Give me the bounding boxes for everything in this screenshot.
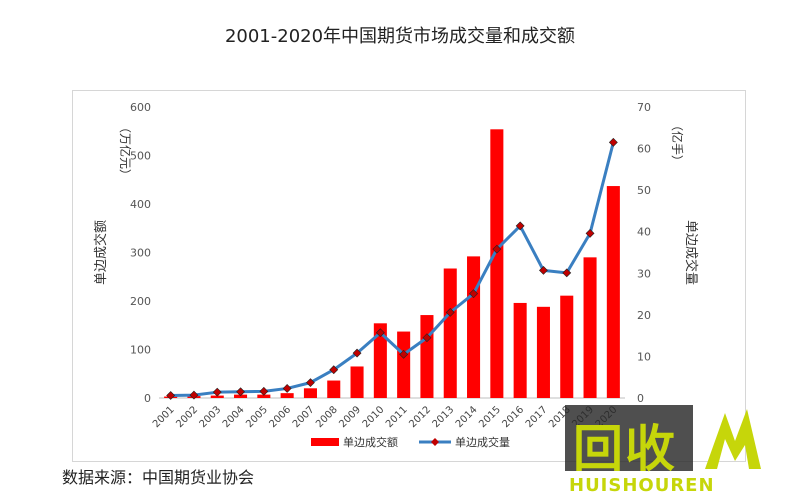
bar-2005 <box>257 394 271 398</box>
y-right-tick-label: 50 <box>637 184 651 197</box>
y-left-tick-label: 100 <box>130 344 151 357</box>
x-tick-label: 2006 <box>267 404 293 430</box>
y-right-tick-label: 40 <box>637 226 651 239</box>
volume-point-2009 <box>352 348 362 358</box>
legend-line-label: 单边成交量 <box>455 435 510 449</box>
y-left-axis-title: 单边成交额 <box>93 220 109 285</box>
legend-line-marker <box>431 438 439 446</box>
y-right-tick-label: 30 <box>637 267 651 280</box>
x-tick-label: 2013 <box>431 404 457 430</box>
volume-point-2003 <box>212 387 222 397</box>
x-tick-label: 2002 <box>174 404 200 430</box>
bar-2007 <box>303 388 317 398</box>
x-tick-label: 2016 <box>500 404 526 430</box>
volume-point-2020 <box>608 137 618 147</box>
x-tick-label: 2010 <box>361 404 387 430</box>
y-right-tick-label: 70 <box>637 101 651 114</box>
y-left-tick-label: 200 <box>130 295 151 308</box>
volume-point-2011 <box>399 349 409 359</box>
bar-2020 <box>606 186 620 398</box>
x-tick-label: 2017 <box>524 404 550 430</box>
watermark-logo: 回收 HUISHOUREN <box>565 405 765 497</box>
x-tick-label: 2009 <box>337 404 363 430</box>
x-tick-label: 2005 <box>244 404 270 430</box>
y-right-tick-label: 20 <box>637 309 651 322</box>
chart-title: 2001-2020年中国期货市场成交量和成交额 <box>224 26 576 47</box>
y-left-axis-label: 单边成交额 <box>93 220 109 285</box>
volume-point-2004 <box>236 387 245 397</box>
bar-2011 <box>397 331 411 398</box>
volume-point-2012 <box>422 333 432 343</box>
x-tick-label: 2015 <box>477 404 503 430</box>
y-left-tick-label: 500 <box>130 150 151 163</box>
x-tick-label: 2007 <box>291 404 317 430</box>
volume-point-2016 <box>515 221 525 231</box>
y-right-tick-label: 0 <box>637 392 644 405</box>
bar-2008 <box>327 380 341 398</box>
volume-point-2017 <box>539 265 548 275</box>
y-left-tick-label: 300 <box>130 247 151 260</box>
volume-point-2014 <box>469 289 478 299</box>
legend-bar-label: 单边成交额 <box>343 435 398 449</box>
volume-point-2015 <box>492 244 502 254</box>
y-right-tick-label: 60 <box>637 143 651 156</box>
bar-2004 <box>234 394 248 398</box>
bar-2013 <box>443 268 457 398</box>
bar-2017 <box>536 306 550 398</box>
volume-point-2005 <box>259 386 269 396</box>
bar-2014 <box>467 256 481 398</box>
y-left-tick-label: 0 <box>144 392 151 405</box>
bar-2006 <box>280 393 294 398</box>
source-note: 数据来源：中国期货业协会 <box>62 468 255 487</box>
y-right-axis-unit: （亿手） <box>670 119 685 167</box>
y-right-tick-label: 10 <box>637 350 651 363</box>
volume-point-2002 <box>189 390 199 400</box>
y-left-axis-unit: （万亿元） <box>118 121 133 181</box>
volume-point-2013 <box>445 307 455 317</box>
volume-point-2018 <box>562 268 572 278</box>
volume-point-2006 <box>282 384 292 393</box>
x-tick-label: 2004 <box>221 404 247 430</box>
legend-bar-swatch <box>311 438 339 446</box>
x-tick-label: 2014 <box>454 404 480 430</box>
bar-2016 <box>513 302 527 398</box>
watermark-cn-text: 回收 <box>573 420 677 478</box>
volume-point-2019 <box>585 228 595 238</box>
x-tick-label: 2008 <box>314 404 340 430</box>
bar-2003 <box>210 395 224 398</box>
bar-2019 <box>583 257 597 398</box>
y-left-tick-label: 600 <box>130 101 151 114</box>
chart-canvas: 0 100 200 300 400 500 600 0 10 20 30 40 50 60 70 单边成交额 （… <box>93 101 699 449</box>
x-tick-label: 2011 <box>384 404 410 430</box>
bar-2015 <box>490 129 504 398</box>
watermark-box <box>565 405 693 471</box>
x-tick-label: 2001 <box>151 404 177 430</box>
chart-frame: 0 100 200 300 400 500 600 0 10 20 30 40 50 60 70 单边成交额 （… <box>72 90 746 462</box>
bar-2009 <box>350 366 364 398</box>
bar-2018 <box>560 295 574 398</box>
y-left-tick-label: 400 <box>130 198 151 211</box>
volume-point-2001 <box>166 391 176 400</box>
x-tick-label: 2003 <box>198 404 224 430</box>
bar-2010 <box>373 323 387 398</box>
bar-2012 <box>420 315 434 398</box>
y-right-axis-label: 单边成交量 <box>683 220 699 285</box>
leaf-icon <box>705 409 761 469</box>
volume-point-2007 <box>306 378 315 388</box>
volume-point-2010 <box>375 328 385 338</box>
watermark-en-text: HUISHOUREN <box>569 475 715 496</box>
x-tick-label: 2012 <box>407 404 433 430</box>
volume-point-2008 <box>329 365 339 375</box>
